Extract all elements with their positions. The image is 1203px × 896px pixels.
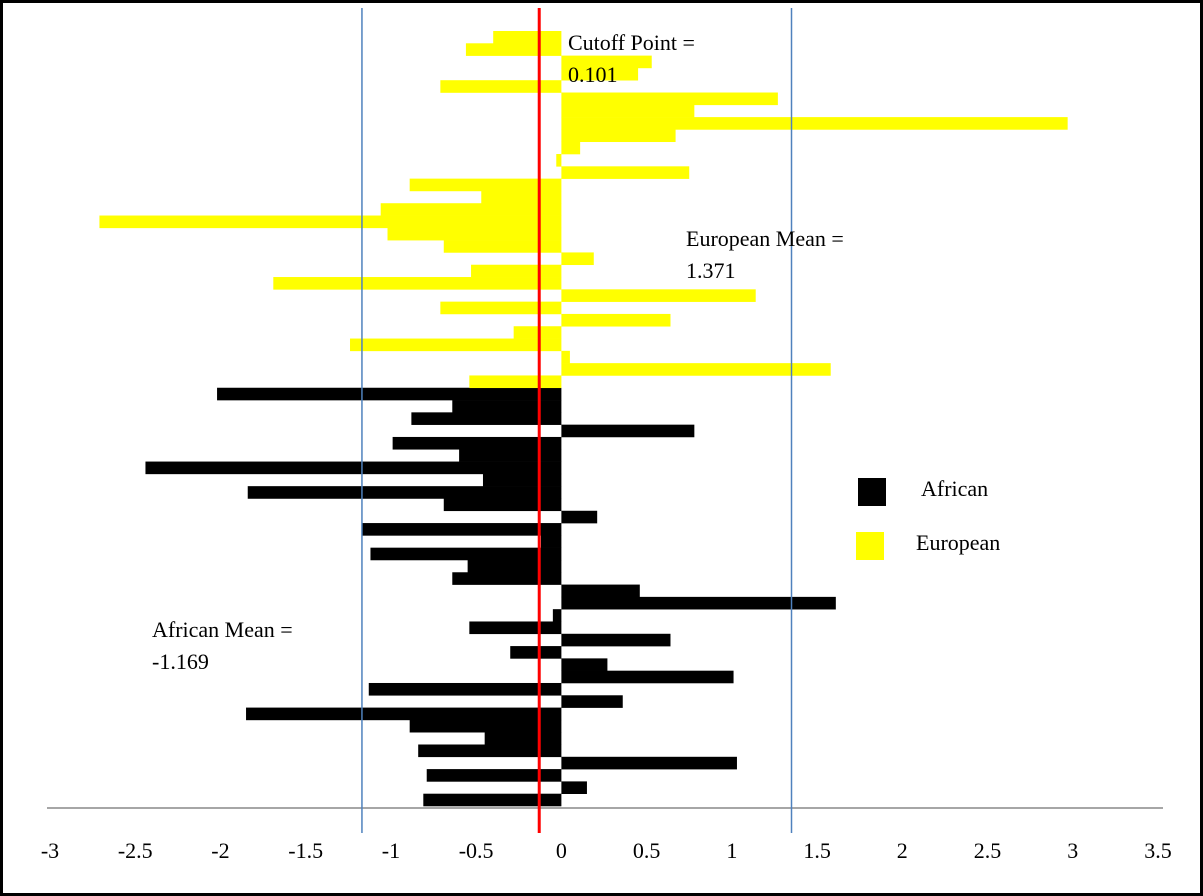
- bar: [561, 67, 639, 81]
- bar: [561, 363, 831, 376]
- x-tick-label: 2: [897, 838, 908, 863]
- bar: [561, 633, 671, 647]
- bar: [411, 412, 562, 425]
- bar: [561, 596, 836, 610]
- x-tick-label: -0.5: [459, 838, 494, 863]
- bar: [387, 227, 562, 241]
- bar: [465, 43, 562, 56]
- annotation: European Mean =: [686, 226, 844, 251]
- x-tick-label: 0.5: [633, 838, 661, 863]
- bar: [469, 621, 562, 635]
- bar: [561, 670, 734, 684]
- bar: [426, 769, 562, 782]
- annotation: 1.371: [686, 258, 736, 283]
- bar: [452, 400, 562, 413]
- x-tick-label: 0: [556, 838, 567, 863]
- bar: [540, 535, 562, 548]
- bar: [561, 252, 594, 266]
- bar: [443, 498, 562, 512]
- bar: [246, 707, 562, 721]
- bar: [513, 326, 562, 339]
- annotation: Cutoff Point =: [568, 30, 695, 55]
- x-tick-label: -1: [382, 838, 400, 863]
- bar: [552, 609, 562, 622]
- x-tick-label: 3: [1067, 838, 1078, 863]
- x-tick-label: 2.5: [974, 838, 1002, 863]
- bar: [484, 732, 562, 745]
- x-tick-label: -1.5: [288, 838, 323, 863]
- x-tick-label: -2.5: [118, 838, 153, 863]
- bar: [561, 424, 695, 438]
- bar: [380, 203, 562, 216]
- bar: [510, 646, 562, 659]
- x-tick-label: 3.5: [1144, 838, 1172, 863]
- bar: [561, 141, 581, 155]
- bar: [392, 436, 562, 450]
- bar: [561, 55, 652, 69]
- bar: [370, 547, 562, 561]
- bar: [561, 695, 623, 708]
- bar: [452, 572, 562, 585]
- legend-swatch: [858, 478, 886, 506]
- bar: [561, 756, 737, 770]
- bar: [440, 301, 562, 315]
- bar: [409, 719, 562, 733]
- bar: [440, 80, 562, 93]
- bar: [561, 781, 587, 794]
- bar: [561, 350, 570, 364]
- bar: [350, 338, 562, 352]
- bar: [561, 92, 778, 106]
- bar: [561, 584, 640, 598]
- bar: [145, 461, 562, 475]
- bar: [561, 166, 690, 179]
- bar: [471, 264, 562, 278]
- x-tick-label: -3: [41, 838, 59, 863]
- bar: [418, 744, 562, 758]
- annotation: African Mean =: [152, 617, 293, 642]
- bar: [482, 473, 562, 487]
- x-tick-label: -2: [211, 838, 229, 863]
- bar: [409, 178, 562, 192]
- bar: [273, 277, 562, 290]
- bar: [561, 289, 756, 302]
- bar: [561, 658, 608, 671]
- annotation: -1.169: [152, 649, 209, 674]
- bar: [556, 154, 562, 167]
- bar: [561, 129, 676, 143]
- bar: [423, 793, 562, 807]
- legend-swatch: [856, 532, 884, 560]
- bar: [459, 449, 562, 462]
- x-tick-label: 1.5: [803, 838, 831, 863]
- bar: [368, 682, 562, 696]
- bar: [443, 240, 562, 253]
- legend-label: European: [916, 530, 1000, 555]
- bar: [561, 313, 671, 327]
- bar: [561, 104, 695, 118]
- bar: [99, 215, 562, 229]
- bar: [481, 190, 562, 204]
- bar: [247, 486, 562, 499]
- bar: [493, 31, 562, 44]
- bar: [561, 510, 598, 524]
- bar: [561, 117, 1068, 130]
- annotation: 0.101: [568, 62, 618, 87]
- bar: [217, 387, 562, 401]
- x-tick-label: 1: [726, 838, 737, 863]
- bar: [467, 559, 562, 573]
- legend-label: African: [921, 476, 988, 501]
- bar: [469, 375, 562, 389]
- bar: [361, 523, 562, 536]
